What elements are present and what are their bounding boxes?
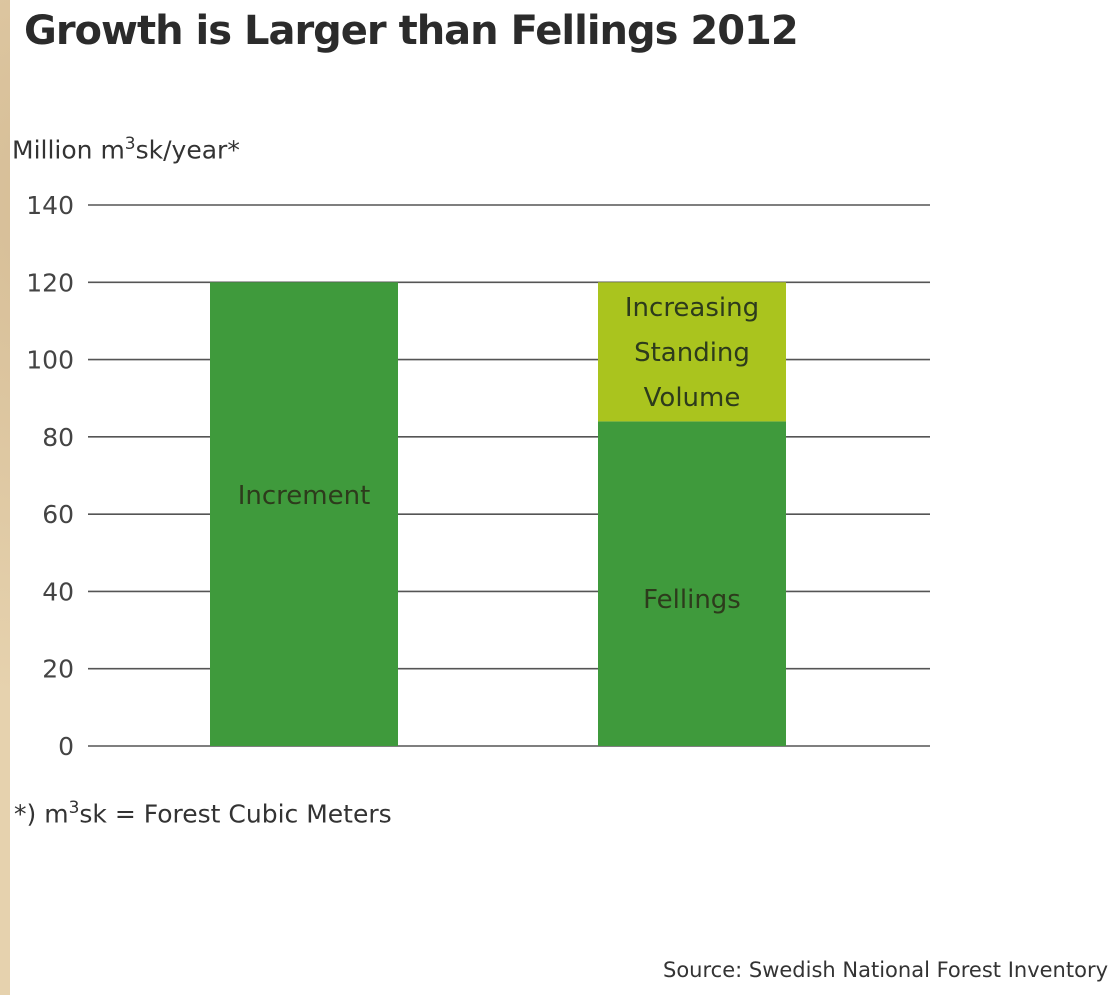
bar-segment-increasing-standing-volume [598,282,786,422]
y-tick-label-100: 100 [26,346,74,375]
y-tick-label-140: 140 [26,191,74,220]
y-tick-label-80: 80 [42,423,74,452]
source-note: Source: Swedish National Forest Inventor… [663,958,1108,982]
footnote-superscript: 3 [68,798,80,818]
bar-label-fellings: Fellings [643,585,741,615]
y-axis-label-suffix: sk/year* [135,135,240,165]
unit-footnote: *) m3sk = Forest Cubic Meters [14,798,392,828]
bar-label-increasing-standing-volume: Increasing Standing Volume [625,293,759,413]
y-tick-label-40: 40 [42,577,74,606]
y-tick-label-20: 20 [42,655,74,684]
footnote-prefix: *) m [14,799,69,829]
chart-title: Growth is Larger than Fellings 2012 [24,8,799,54]
chart-panel: Growth is Larger than Fellings 2012 Mill… [10,0,1108,995]
y-axis-label-superscript: 3 [124,134,136,154]
bar-segment-fellings [598,421,786,746]
y-axis-label-prefix: Million m [12,135,125,165]
bar-chart: 0 20 40 60 80 100 120 140 Increment Fellings Incre… [26,191,930,761]
y-tick-label-0: 0 [58,732,74,761]
y-axis-label: Million m3sk/year* [12,134,240,164]
footnote-suffix: sk = Forest Cubic Meters [79,799,392,829]
bar-segment-increment [210,282,398,746]
bar-label-increment: Increment [238,481,371,511]
y-tick-label-60: 60 [42,500,74,529]
y-tick-label-120: 120 [26,268,74,297]
